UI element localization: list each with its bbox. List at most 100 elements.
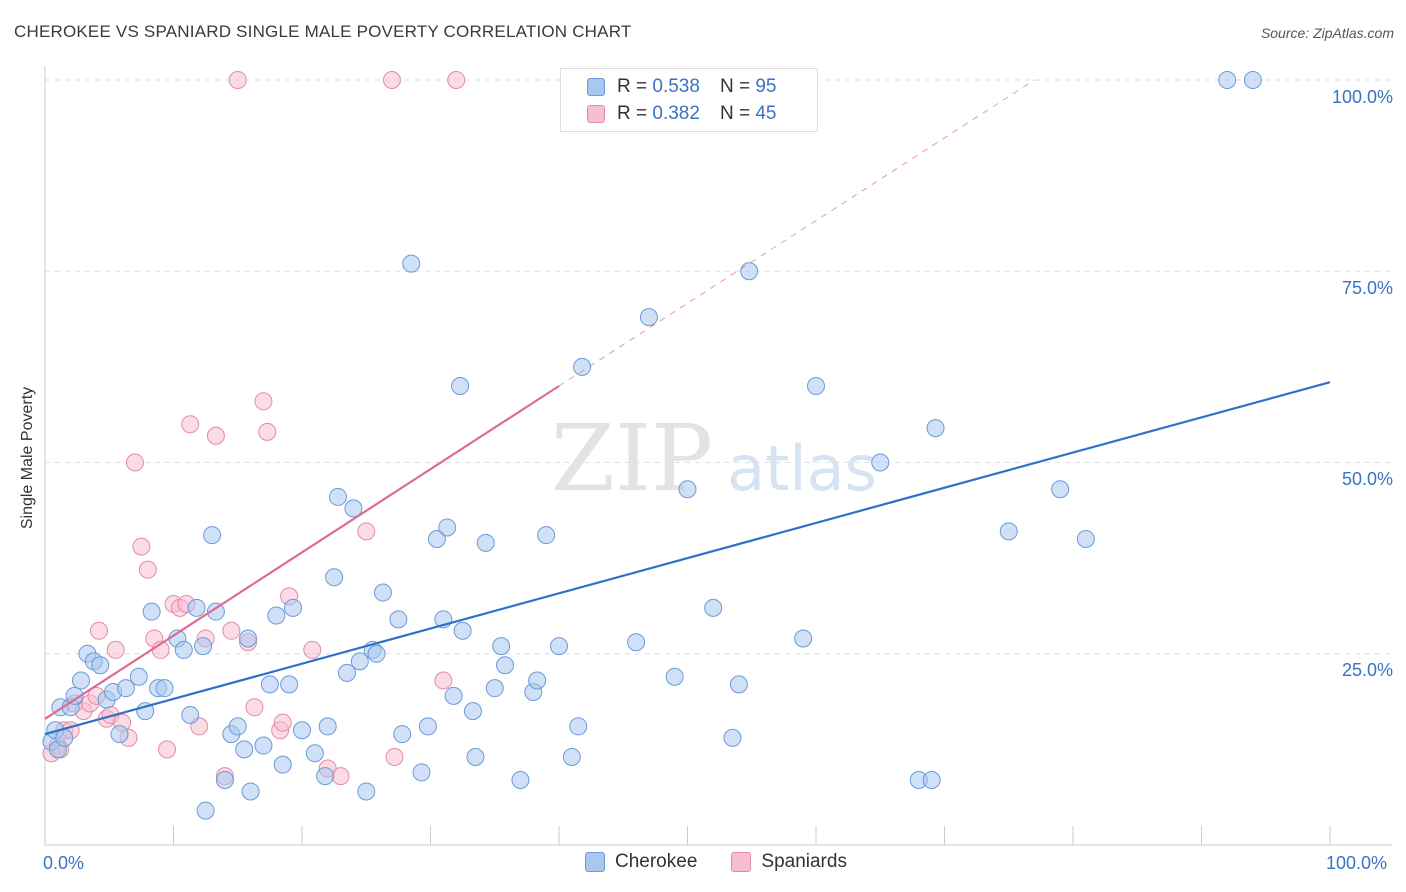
cherokee-point [389, 610, 408, 629]
chart-title: CHEROKEE VS SPANIARD SINGLE MALE POVERTY… [14, 22, 632, 41]
cherokee-point [729, 675, 748, 694]
cherokee-point [194, 637, 213, 656]
spaniards-point [132, 537, 151, 556]
cherokee-point [427, 530, 446, 548]
cherokee-point [492, 637, 511, 656]
watermark: ZIP atlas [551, 405, 877, 512]
cherokee-point [110, 725, 129, 744]
cherokee-point [871, 453, 890, 472]
spaniards-point [222, 621, 241, 640]
cherokee-point [71, 671, 90, 690]
trend-lines [44, 79, 1331, 736]
r-label: R = [617, 103, 648, 124]
cherokee-point [174, 640, 193, 659]
stats-row-cherokee: R = 0.538 N = 95 [587, 75, 776, 99]
spaniards-point [245, 698, 264, 717]
cherokee-point [999, 522, 1018, 541]
y-tick-75: 75.0% [1341, 278, 1393, 298]
cherokee-point [1243, 71, 1262, 89]
cherokee-point [181, 705, 200, 724]
cherokee-point [1076, 530, 1095, 548]
watermark-atlas: atlas [727, 432, 877, 505]
legend-item-spaniards[interactable]: Spaniards [731, 851, 847, 873]
r-value: 0.382 [652, 103, 700, 124]
cherokee-point [129, 667, 148, 686]
cherokee-point [305, 744, 324, 763]
series-legend: Cherokee Spaniards [585, 851, 881, 873]
cherokee-point [91, 656, 110, 675]
cherokee-point [922, 770, 941, 789]
cherokee-point [451, 377, 470, 395]
cherokee-point [476, 533, 495, 552]
cherokee-swatch [585, 852, 605, 872]
spaniards-trend-extension [558, 79, 1035, 387]
cherokee-point [316, 767, 335, 786]
cherokee-point [926, 419, 945, 438]
spaniards-point [303, 640, 322, 659]
r-value: 0.538 [652, 76, 700, 97]
spaniards-point [206, 426, 225, 445]
cherokee-point [203, 526, 222, 545]
cherokee-point [528, 671, 547, 690]
cherokee-point [367, 644, 386, 663]
y-axis-title: Single Male Poverty [19, 386, 36, 530]
axes [44, 66, 1392, 846]
spaniards-point [447, 71, 466, 89]
cherokee-point [1218, 71, 1237, 89]
spaniards-point [385, 748, 404, 767]
spaniards-point [228, 71, 247, 89]
n-value: 95 [755, 76, 777, 97]
spaniards-point [382, 71, 401, 89]
cherokee-point [328, 487, 347, 506]
cherokee-point [273, 755, 292, 774]
spaniards-point [258, 422, 277, 441]
cherokee-point [337, 663, 356, 682]
cherokee-point [418, 717, 437, 736]
cherokee-point [453, 621, 472, 640]
y-tick-50: 50.0% [1341, 469, 1393, 489]
cherokee-point [537, 526, 556, 545]
cherokee-point [284, 598, 303, 617]
cherokee-point [196, 801, 215, 820]
spaniards-point [181, 415, 200, 434]
stats-row-spaniards: R = 0.382 N = 45 [587, 102, 776, 126]
spaniards-trend-line [44, 385, 560, 720]
cherokee-point [357, 782, 376, 801]
cherokee-point [325, 568, 344, 587]
spaniards-point [357, 522, 376, 541]
cherokee-point [116, 679, 135, 698]
spaniards-point [89, 621, 108, 640]
n-label: N = [719, 76, 751, 97]
y-tick-100: 100.0% [1331, 87, 1393, 107]
cherokee-point [187, 598, 206, 617]
cherokee-points [42, 71, 1262, 820]
legend-label-cherokee: Cherokee [615, 851, 698, 872]
x-tick-max: 100.0% [1326, 853, 1388, 873]
cherokee-point [267, 606, 286, 625]
cherokee-point [562, 748, 581, 767]
source-label: Source: ZipAtlas.com [1260, 25, 1394, 41]
stats-legend: R = 0.538 N = 95 R = 0.382 N = 45 [560, 68, 818, 132]
cherokee-point [142, 602, 161, 621]
spaniards-point [106, 640, 125, 659]
cherokee-point [496, 656, 515, 675]
cherokee-point [723, 728, 742, 747]
cherokee-point [573, 357, 592, 376]
cherokee-point [511, 770, 530, 789]
r-label: R = [617, 76, 648, 97]
cherokee-point [807, 377, 825, 395]
spaniards-point [138, 560, 157, 579]
cherokee-point [627, 633, 646, 652]
spaniards-point [158, 740, 177, 759]
cherokee-point [318, 717, 337, 736]
legend-item-cherokee[interactable]: Cherokee [585, 851, 697, 873]
cherokee-point [215, 770, 234, 789]
cherokee-point [569, 717, 588, 736]
cherokee-point [402, 254, 421, 273]
legend-label-spaniards: Spaniards [761, 851, 847, 872]
cherokee-point [241, 782, 260, 801]
spaniards-point [125, 453, 144, 472]
n-value: 45 [755, 103, 777, 124]
spaniards-swatch [587, 105, 605, 123]
